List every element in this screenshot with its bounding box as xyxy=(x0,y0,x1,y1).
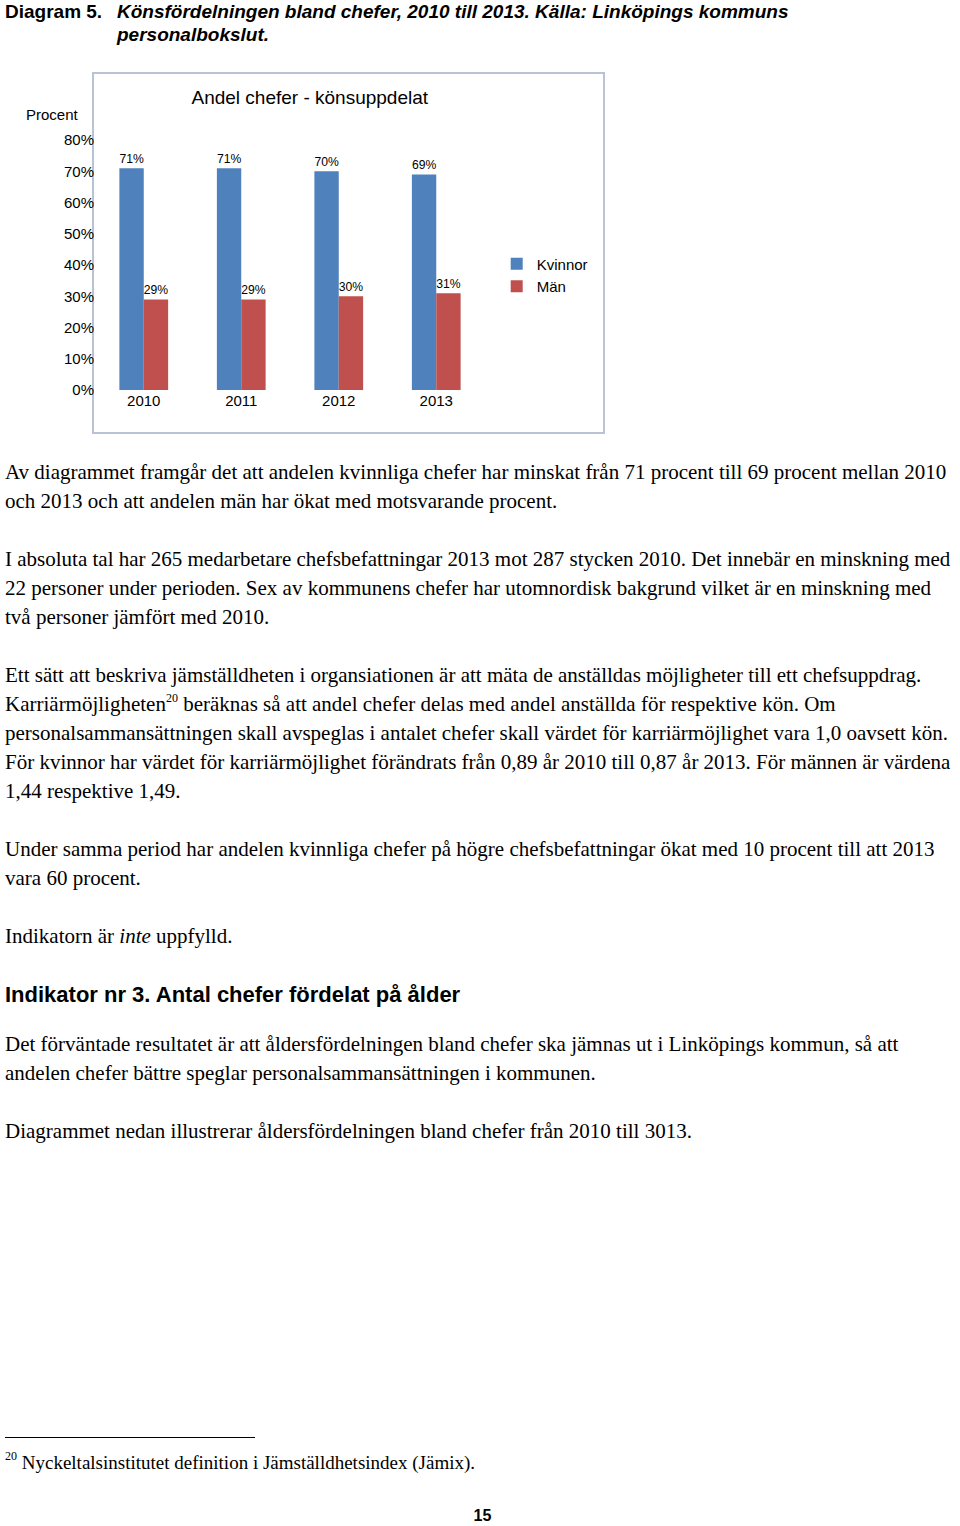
svg-text:31%: 31% xyxy=(436,277,461,291)
html-text:Indikatorn är inte uppfylld.: Indikatorn är inte uppfylld. xyxy=(5,924,233,948)
html-text:I absoluta tal har 265 medarbe: I absoluta tal har 265 medarbetare chefs… xyxy=(5,547,951,629)
html-text:Indikator nr 3. Antal chefer f: Indikator nr 3. Antal chefer fördelat på… xyxy=(5,982,461,1007)
html-text:Ett sätt att beskriva jämställ: Ett sätt att beskriva jämställdheten i o… xyxy=(5,663,951,803)
svg-text:0%: 0% xyxy=(72,381,94,398)
svg-text:30%: 30% xyxy=(64,288,94,305)
html-text:15: 15 xyxy=(473,1507,492,1524)
svg-text:10%: 10% xyxy=(64,350,94,367)
svg-text:Kvinnor: Kvinnor xyxy=(537,256,588,273)
svg-text:29%: 29% xyxy=(144,283,169,297)
svg-text:2012: 2012 xyxy=(322,392,355,409)
svg-text:30%: 30% xyxy=(339,280,364,294)
svg-text:2011: 2011 xyxy=(225,392,257,409)
svg-text:70%: 70% xyxy=(64,163,94,180)
svg-text:40%: 40% xyxy=(64,256,94,273)
svg-text:2013: 2013 xyxy=(420,392,453,409)
svg-text:69%: 69% xyxy=(412,158,437,172)
svg-text:80%: 80% xyxy=(64,131,94,148)
svg-text:Män: Män xyxy=(537,278,566,295)
html-text:Könsfördelningen bland chefer,: Könsfördelningen bland chefer, 2010 till… xyxy=(117,1,789,45)
html-text:Diagram 5.: Diagram 5. xyxy=(5,1,103,22)
svg-text:20%: 20% xyxy=(64,319,94,336)
svg-text:60%: 60% xyxy=(64,194,94,211)
html-text:20Nyckeltalsinstitutet definit: 20Nyckeltalsinstitutet definition i Jäms… xyxy=(5,1449,475,1473)
html-text:Det förväntade resultatet är a: Det förväntade resultatet är att åldersf… xyxy=(5,1032,899,1085)
svg-text:71%: 71% xyxy=(217,152,242,166)
svg-text:50%: 50% xyxy=(64,225,94,242)
html-text:Under samma period har andelen: Under samma period har andelen kvinnliga… xyxy=(5,837,935,890)
svg-text:2010: 2010 xyxy=(127,392,160,409)
svg-text:29%: 29% xyxy=(241,283,266,297)
svg-text:70%: 70% xyxy=(314,155,339,169)
svg-text:71%: 71% xyxy=(119,152,144,166)
html-text:Diagrammet nedan illustrerar å: Diagrammet nedan illustrerar åldersförde… xyxy=(5,1119,692,1143)
svg-text:Andel chefer - könsuppdelat: Andel chefer - könsuppdelat xyxy=(191,87,428,108)
svg-text:Procent: Procent xyxy=(26,106,79,123)
html-text:Av diagrammet framgår det att: Av diagrammet framgår det att andelen kv… xyxy=(5,460,947,513)
